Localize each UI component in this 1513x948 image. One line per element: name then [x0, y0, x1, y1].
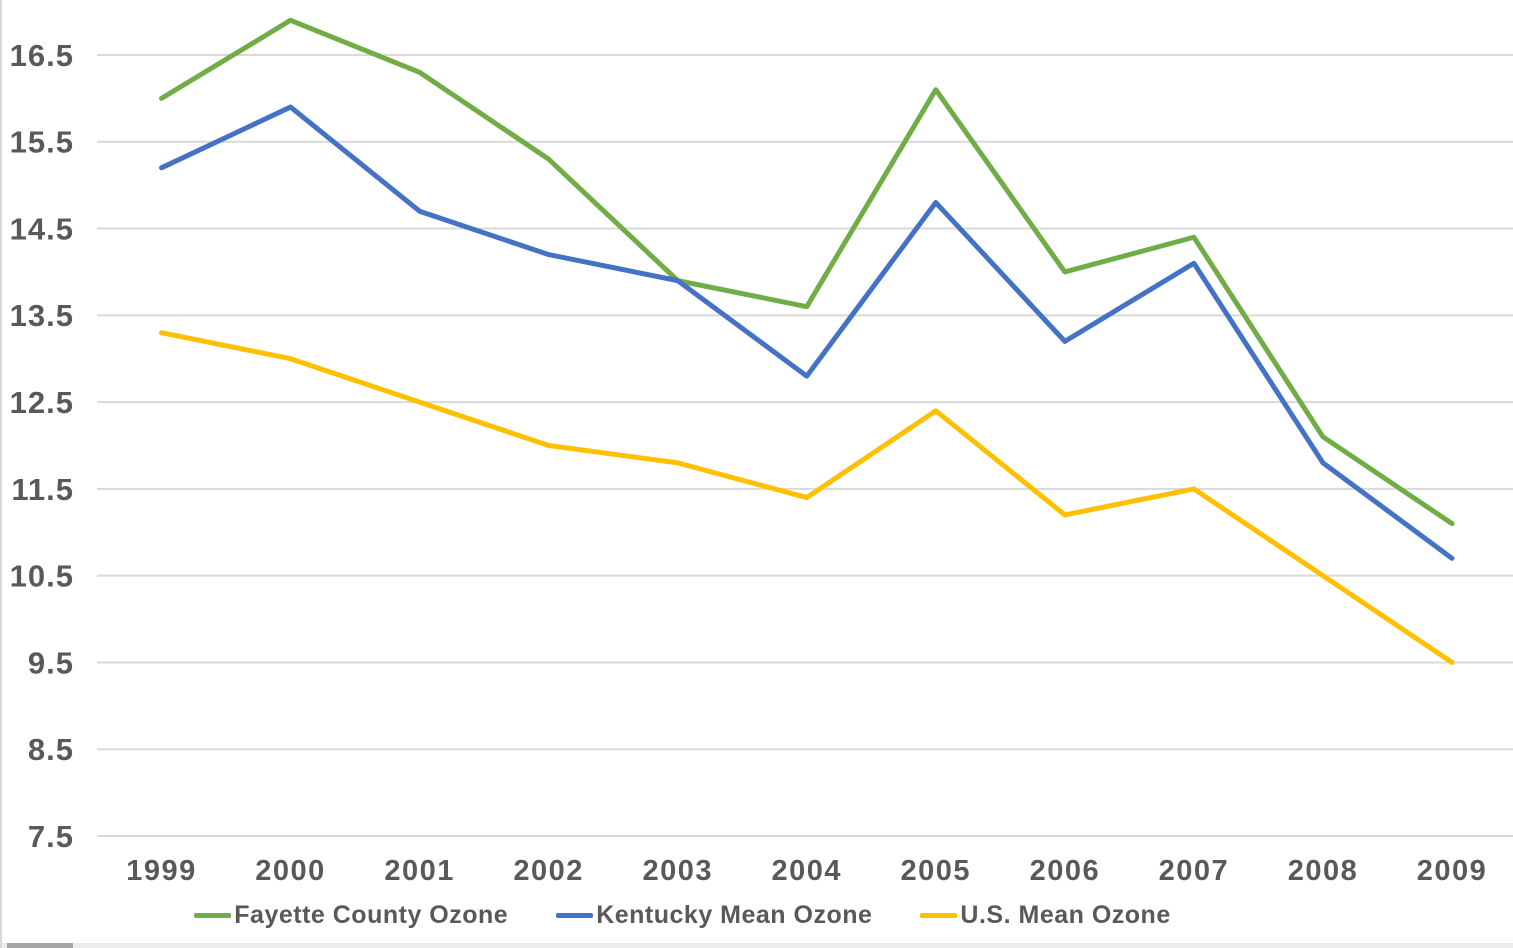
- y-axis-tick-label: 9.5: [28, 645, 74, 680]
- y-axis-tick-label: 10.5: [10, 559, 74, 594]
- series-line-u-s-mean-ozone: [159, 330, 1455, 665]
- legend-item-us: U.S. Mean Ozone: [920, 901, 1170, 930]
- legend-label: Fayette County Ozone: [234, 901, 509, 929]
- legend-line-swatch-yellow: [920, 913, 958, 918]
- y-axis-tick-label: 14.5: [10, 211, 74, 246]
- legend-line-swatch-green: [194, 913, 232, 918]
- legend-item-kentucky: Kentucky Mean Ozone: [556, 901, 872, 930]
- x-axis-tick-label: 2008: [1288, 855, 1359, 887]
- x-axis-tick-label: 2000: [255, 855, 326, 887]
- chart-legend: Fayette County Ozone Kentucky Mean Ozone…: [2, 901, 1513, 930]
- y-axis-tick-label: 11.5: [11, 472, 74, 507]
- x-axis-tick-label: 2004: [771, 855, 842, 887]
- legend-line-swatch-blue: [556, 913, 594, 918]
- y-axis-tick-label: 12.5: [10, 385, 74, 420]
- bottom-border-dark-segment: [7, 943, 73, 948]
- bottom-border-strip: [2, 943, 1513, 948]
- x-axis-tick-label: 2006: [1030, 855, 1101, 887]
- y-axis-tick-label: 16.5: [10, 38, 74, 73]
- y-axis-tick-label: 7.5: [28, 819, 74, 854]
- x-axis-tick-label: 2002: [513, 855, 584, 887]
- x-axis-tick-label: 2009: [1417, 855, 1488, 887]
- legend-label: Kentucky Mean Ozone: [596, 901, 873, 929]
- legend-item-fayette: Fayette County Ozone: [194, 901, 508, 930]
- y-axis-tick-label: 8.5: [28, 732, 74, 767]
- x-axis-tick-label: 2001: [384, 855, 455, 887]
- y-axis-tick-label: 13.5: [10, 298, 74, 333]
- x-axis-tick-label: 1999: [126, 855, 197, 887]
- y-axis-tick-label: 15.5: [10, 125, 74, 160]
- x-axis-tick-label: 2003: [642, 855, 713, 887]
- legend-label: U.S. Mean Ozone: [960, 901, 1171, 929]
- series-line-kentucky-mean-ozone: [159, 104, 1455, 561]
- x-axis-tick-label: 2007: [1159, 855, 1230, 887]
- series-line-fayette-county-ozone: [159, 17, 1455, 527]
- x-axis-tick-label: 2005: [901, 855, 972, 887]
